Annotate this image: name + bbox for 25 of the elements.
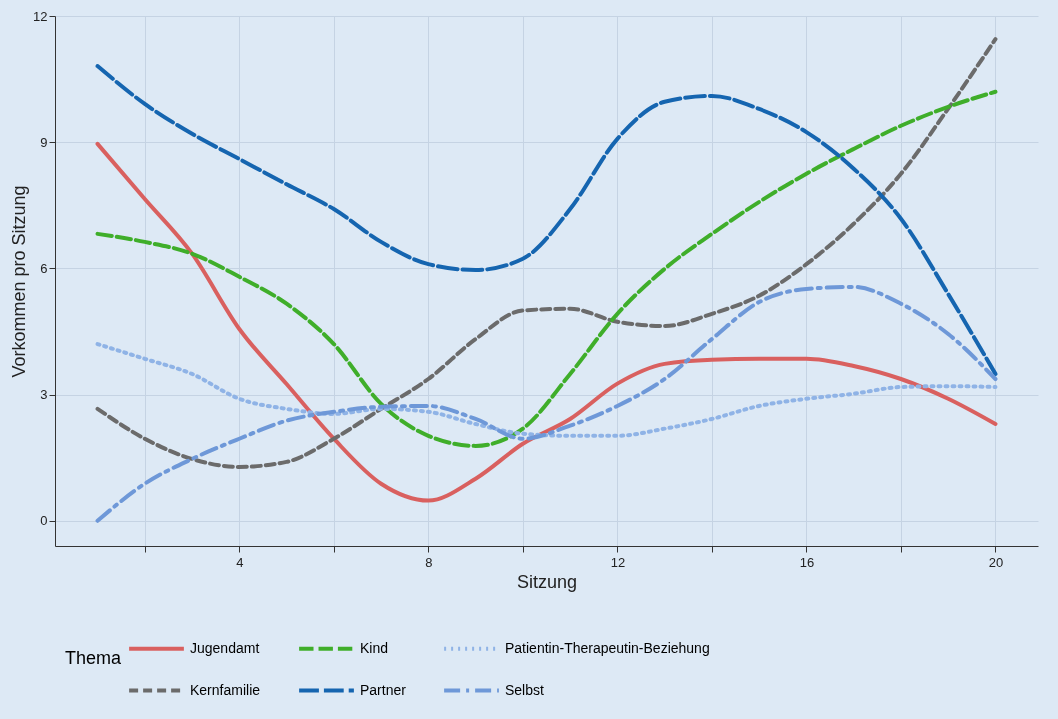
line-series	[95, 284, 998, 523]
x-tick-label: 20	[988, 554, 1004, 570]
line-series	[95, 64, 998, 376]
y-tick-label: 0	[40, 513, 48, 529]
y-tick-label: 9	[40, 134, 48, 150]
legend-title: Thema	[65, 648, 123, 668]
x-tick-label: 12	[610, 554, 626, 570]
legend-label: Kernfamilie	[190, 681, 261, 698]
legend-label: Kind	[360, 639, 389, 656]
y-tick-label: 3	[40, 387, 48, 403]
y-axis-title: Vorkommen pro Sitzung	[9, 185, 30, 378]
x-axis-title: Sitzung	[516, 571, 578, 592]
x-tick-label: 8	[425, 554, 433, 570]
legend-label: Selbst	[505, 681, 545, 698]
line-series	[95, 141, 998, 503]
legend-label: Jugendamt	[190, 639, 260, 656]
line-series	[95, 37, 998, 469]
line-series	[95, 89, 998, 448]
x-tick-label: 4	[236, 554, 244, 570]
y-tick-label: 6	[40, 260, 48, 276]
y-tick-label: 12	[33, 8, 48, 24]
x-tick-label: 16	[799, 554, 815, 570]
legend-label: Partner	[360, 681, 407, 698]
legend-label: Patientin-Therapeutin-Beziehung	[505, 639, 710, 656]
line-series	[95, 342, 998, 438]
